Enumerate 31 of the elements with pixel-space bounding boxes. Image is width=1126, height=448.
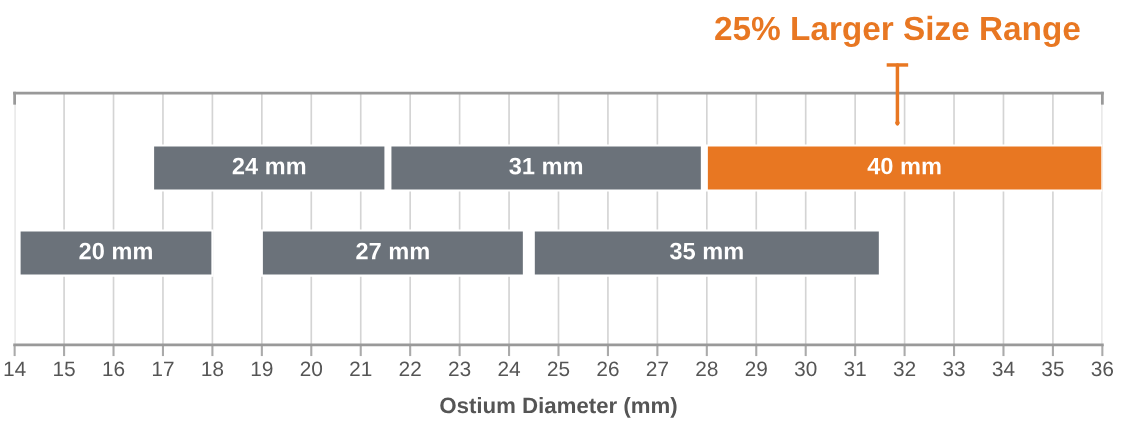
x-tick-label: 36 <box>1091 361 1114 377</box>
text: 25% Larger Size Range <box>715 15 1080 48</box>
x-tick-label: 26 <box>597 361 619 377</box>
series-label: 27 mm <box>356 242 429 260</box>
x-tick-label: 23 <box>449 361 471 377</box>
x-tick-label: 32 <box>893 361 916 377</box>
series-label: 24 mm <box>232 157 306 175</box>
x-tick-label: 29 <box>745 361 767 377</box>
x-tick-label: 16 <box>103 361 125 377</box>
x-tick-label: 19 <box>251 361 273 377</box>
x-tick-label: 35 <box>1042 361 1064 377</box>
series-label: 40 mm <box>867 157 941 175</box>
x-tick-label: 18 <box>202 361 224 377</box>
x-tick-label: 31 <box>844 361 866 377</box>
x-tick-label: 28 <box>696 361 718 377</box>
x-tick-label: 24 <box>498 361 521 377</box>
series-label: 35 mm <box>669 242 743 260</box>
x-axis-title: Ostium Diameter (mm) <box>440 397 677 418</box>
x-tick-label: 33 <box>943 361 965 377</box>
x-tick-label: 20 <box>300 361 323 377</box>
x-tick-label: 27 <box>646 361 668 377</box>
x-tick-label: 34 <box>992 361 1015 377</box>
x-tick-label: 15 <box>54 361 75 377</box>
x-tick-label: 21 <box>350 361 372 377</box>
x-tick-label: 14 <box>4 361 26 377</box>
x-tick-label: 30 <box>794 361 817 377</box>
series-label: 31 mm <box>509 157 583 175</box>
x-tick-label: 25 <box>547 361 570 377</box>
x-tick-label: 17 <box>152 361 174 377</box>
series-label: 20 mm <box>79 242 152 260</box>
x-tick-label: 22 <box>399 361 421 377</box>
